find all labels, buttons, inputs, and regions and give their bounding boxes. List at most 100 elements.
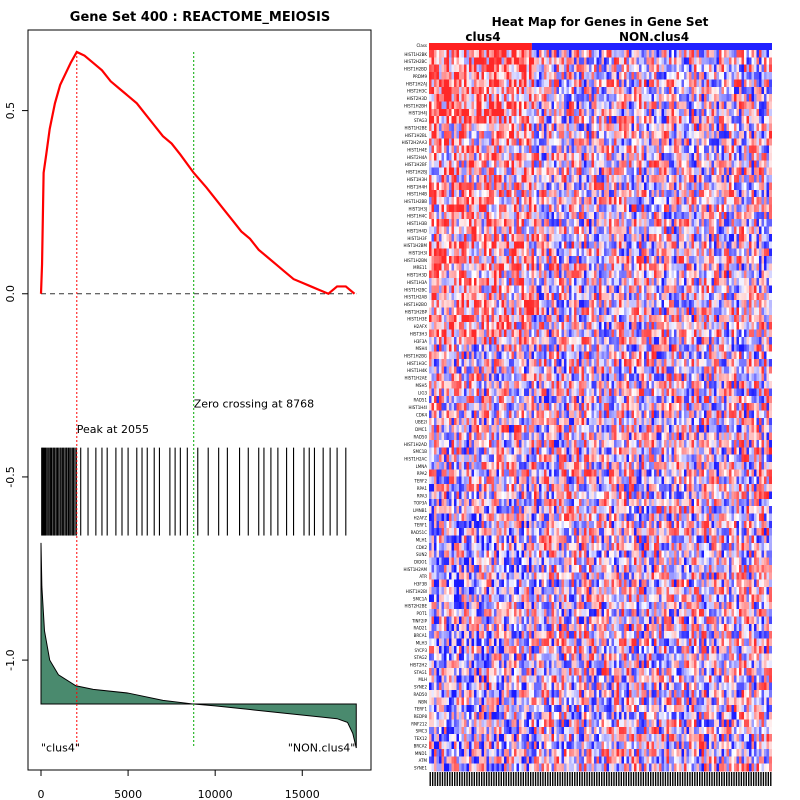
heatmap-cell (434, 72, 437, 80)
heatmap-cell (459, 513, 462, 522)
heatmap-cell (429, 609, 432, 617)
heatmap-cell (529, 484, 532, 492)
heatmap-cell (496, 50, 500, 58)
heatmap-cell (439, 579, 442, 588)
heatmap-column (549, 50, 552, 772)
heatmap-cell (526, 395, 530, 404)
heatmap-cell (536, 616, 540, 625)
heatmap-cell (536, 373, 540, 382)
heatmap-cell (454, 86, 457, 95)
heatmap-cell (501, 763, 505, 772)
heatmap-cell (506, 344, 510, 352)
heatmap-cell (506, 329, 510, 338)
heatmap-cell (526, 366, 530, 375)
heatmap-cell (461, 211, 465, 220)
heatmap-cell (471, 462, 475, 470)
heatmap-cell (436, 668, 440, 676)
heatmap-cell (521, 226, 525, 235)
heatmap-cell (449, 417, 452, 426)
heatmap-cell (514, 763, 517, 772)
heatmap-cell (464, 403, 467, 411)
heatmap-cell (484, 572, 487, 581)
heatmap-cell (514, 241, 517, 249)
heatmap-cell (461, 579, 465, 588)
heatmap-cell (491, 734, 495, 742)
heatmap-cell (541, 469, 545, 478)
heatmap-cell (536, 447, 540, 455)
heatmap-cell (506, 130, 510, 139)
heatmap-cell (491, 660, 495, 669)
heatmap-cell (496, 388, 500, 397)
heatmap-cell (534, 682, 537, 691)
heatmap-cell (479, 292, 482, 301)
y-tick-label: -0.5 (4, 466, 17, 487)
heatmap-cell (506, 57, 510, 66)
heatmap-cell (549, 300, 552, 308)
heatmap-cell (479, 542, 482, 551)
heatmap-cell (504, 101, 507, 110)
heatmap-cell (516, 587, 520, 595)
heatmap-cell (536, 322, 540, 330)
heatmap-cell (459, 506, 462, 514)
heatmap-cell (434, 322, 437, 330)
heatmap-cell (506, 719, 510, 728)
heatmap-cell (466, 130, 470, 139)
heatmap-cell (541, 675, 545, 684)
heatmap-cell (524, 653, 527, 661)
heatmap-cell (474, 587, 477, 595)
heatmap-cell (476, 469, 480, 478)
heatmap-cell (516, 645, 520, 654)
heatmap-cell (479, 167, 482, 176)
heatmap-cell (441, 439, 445, 448)
heatmap-cell (444, 425, 447, 433)
heatmap-cell (471, 403, 475, 411)
heatmap-cell (486, 94, 490, 102)
heatmap-cell (434, 94, 437, 102)
heatmap-cell (449, 329, 452, 338)
heatmap-cell (464, 425, 467, 433)
heatmap-cell (506, 336, 510, 345)
heatmap-cell (429, 616, 432, 625)
heatmap-cell (504, 204, 507, 213)
heatmap-cell (454, 712, 457, 720)
heatmap-cell (491, 322, 495, 330)
heatmap-cell (484, 373, 487, 382)
heatmap-cell (526, 285, 530, 294)
heatmap-cell (461, 520, 465, 529)
heatmap-cell (446, 550, 450, 558)
heatmap-cell (501, 432, 505, 441)
heatmap-cell (534, 373, 537, 382)
heatmap-cell (494, 50, 497, 58)
heatmap-cell (511, 748, 515, 757)
heatmap-cell (494, 145, 497, 154)
heatmap-cell (494, 447, 497, 455)
heatmap-cell (469, 668, 472, 676)
heatmap-cell (484, 307, 487, 316)
heatmap-cell (506, 241, 510, 249)
heatmap-cell (474, 741, 477, 750)
heatmap-cell (434, 189, 437, 198)
heatmap-cell (514, 86, 517, 95)
heatmap-cell (444, 204, 447, 213)
heatmap-cell (511, 395, 515, 404)
heatmap-cell (514, 462, 517, 470)
heatmap-cell (536, 226, 540, 235)
heatmap-cell (489, 395, 492, 404)
heatmap-cell (544, 454, 547, 463)
heatmap-cell (449, 50, 452, 58)
heatmap-cell (536, 336, 540, 345)
heatmap-cell (469, 403, 472, 411)
heatmap-cell (466, 307, 470, 316)
heatmap-cell (484, 609, 487, 617)
heatmap-cell (449, 79, 452, 88)
heatmap-cell (511, 417, 515, 426)
heatmap-cell (429, 484, 432, 492)
heatmap-cell (474, 763, 477, 772)
heatmap-cell (484, 130, 487, 139)
heatmap-cell (449, 241, 452, 249)
heatmap-cell (439, 197, 442, 205)
heatmap-cell (456, 64, 460, 73)
heatmap-cell (541, 741, 545, 750)
heatmap-cell (484, 439, 487, 448)
heatmap-cell (539, 528, 542, 536)
